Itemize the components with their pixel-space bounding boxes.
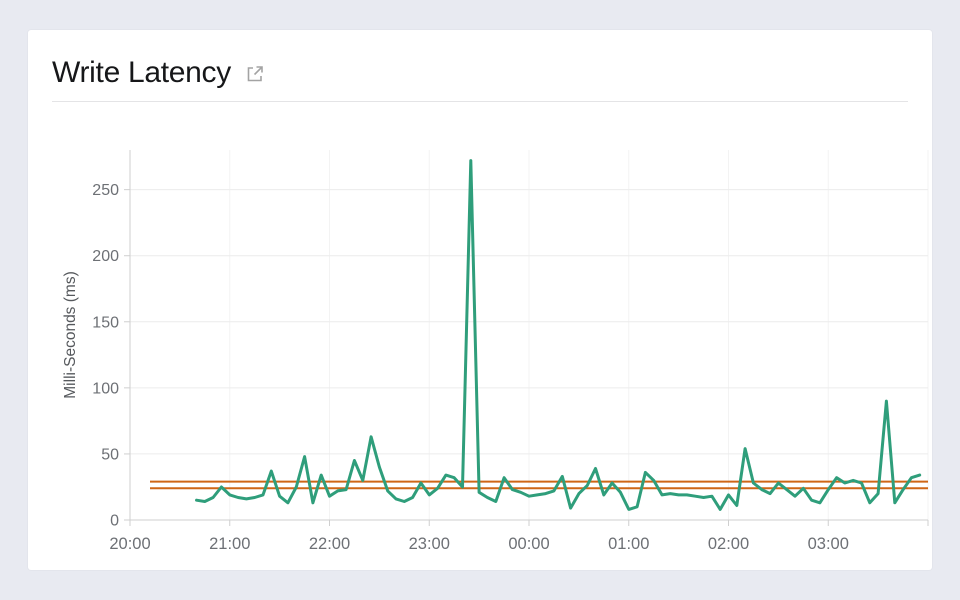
y-tick-label: 100 [92, 380, 119, 397]
chart-plot-area[interactable]: 0 50 100 150 200 250 20:00 21:00 22:00 23:00 00:00… [28, 130, 932, 565]
chart-title: Write Latency [52, 55, 231, 89]
card-header: Write Latency [52, 30, 908, 102]
x-tick-label: 21:00 [209, 535, 250, 553]
x-tick-label: 03:00 [808, 535, 849, 553]
latency-series-line [195, 159, 922, 511]
x-tick-label: 02:00 [708, 535, 749, 553]
x-tick-label: 20:00 [109, 535, 150, 553]
y-tick-label: 200 [92, 248, 119, 265]
x-tick-label: 22:00 [309, 535, 350, 553]
latency-chart-svg[interactable]: 0 50 100 150 200 250 20:00 21:00 22:00 23:00 00:00… [28, 130, 932, 565]
x-tick-label: 00:00 [508, 535, 549, 553]
external-link-icon[interactable] [245, 64, 265, 84]
x-tick-label: 23:00 [409, 535, 450, 553]
y-tick-label: 150 [92, 314, 119, 331]
y-tick-label: 0 [110, 513, 119, 530]
y-tick-label: 50 [101, 446, 119, 463]
x-tick-label: 01:00 [608, 535, 649, 553]
y-tick-label: 250 [92, 182, 119, 199]
y-axis-title: Milli-Seconds (ms) [62, 271, 79, 398]
write-latency-card: Write Latency 0 50 100 150 200 250 20:00 21:00 2… [28, 30, 932, 570]
